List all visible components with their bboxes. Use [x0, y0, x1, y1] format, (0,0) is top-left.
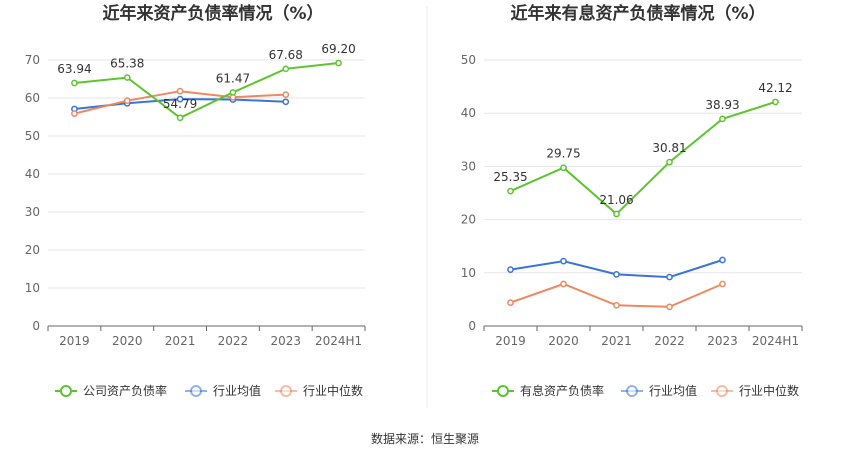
data-label: 61.47 — [216, 71, 250, 85]
data-label: 54.79 — [163, 97, 197, 111]
data-point — [560, 164, 567, 172]
data-point — [719, 256, 726, 264]
data-point — [335, 59, 342, 67]
y-tick-label: 30 — [461, 159, 476, 173]
data-label: 25.35 — [493, 170, 527, 184]
x-tick-label: 2023 — [707, 334, 738, 348]
data-label: 69.20 — [321, 42, 355, 56]
y-tick-label: 20 — [25, 243, 40, 257]
data-point — [176, 95, 184, 103]
data-label: 30.81 — [652, 141, 686, 155]
data-point — [666, 273, 673, 281]
data-point — [772, 98, 779, 106]
legend-swatch-marker — [497, 385, 509, 397]
legend-item: 公司资产负债率 — [55, 383, 167, 398]
data-label: 42.12 — [758, 81, 792, 95]
data-point — [560, 280, 567, 288]
data-point — [282, 98, 290, 106]
data-point — [176, 114, 184, 122]
legend-item: 有息资产负债率 — [492, 383, 604, 398]
legend-swatch-marker — [190, 385, 202, 397]
data-point — [666, 158, 673, 166]
x-tick-label: 2021 — [165, 334, 196, 348]
y-tick-label: 0 — [32, 319, 40, 333]
legend-label: 行业中位数 — [303, 383, 363, 398]
y-tick-label: 40 — [25, 167, 40, 181]
data-point — [666, 303, 673, 311]
legend-swatch-marker — [626, 385, 638, 397]
data-label: 38.93 — [705, 98, 739, 112]
y-tick-label: 10 — [461, 266, 476, 280]
data-point — [507, 266, 514, 273]
legend-swatch-marker — [716, 385, 728, 397]
legend-item: 行业中位数 — [711, 383, 799, 398]
chart-interest-bearing-debt-ratio: 近年来有息资产负债率情况（%） 0 10 20 30 40 50 2019 2020 2021 2… — [461, 3, 803, 398]
data-point — [719, 280, 726, 288]
series-line-company — [74, 62, 339, 119]
data-point — [613, 210, 620, 218]
y-tick-label: 20 — [461, 213, 476, 227]
data-point — [282, 91, 290, 98]
chart-title: 近年来有息资产负债率情况（%） — [510, 3, 765, 24]
data-label: 63.94 — [57, 62, 91, 76]
legend-swatch-marker — [280, 385, 292, 397]
data-label: 21.06 — [599, 193, 633, 207]
y-tick-label: 0 — [468, 319, 476, 333]
y-tick-label: 70 — [25, 53, 40, 67]
legend-item: 行业中位数 — [275, 383, 363, 398]
legend-swatch-marker — [60, 385, 72, 397]
y-tick-label: 50 — [461, 53, 476, 67]
legend-label: 行业均值 — [649, 383, 697, 398]
x-tick-label: 2019 — [495, 334, 526, 348]
x-tick-label: 2019 — [59, 334, 90, 348]
x-tick-label: 2022 — [218, 334, 249, 348]
data-point — [176, 87, 184, 95]
legend-label: 公司资产负债率 — [83, 383, 167, 398]
source-note: 数据来源：恒生聚源 — [371, 431, 479, 446]
legend-label: 行业中位数 — [739, 383, 799, 398]
data-point — [613, 301, 620, 309]
x-tick-label: 2020 — [112, 334, 143, 348]
data-label: 65.38 — [110, 57, 144, 71]
data-point — [71, 110, 78, 117]
x-tick-label: 2024H1 — [752, 334, 799, 348]
data-point — [560, 257, 567, 265]
series-line-company — [510, 100, 776, 216]
data-point — [507, 299, 514, 306]
data-point — [507, 187, 514, 195]
legend-label: 行业均值 — [213, 383, 261, 398]
data-point — [282, 65, 290, 73]
data-point — [123, 97, 131, 105]
chart-debt-ratio: 近年来资产负债率情况（%） 0 10 20 30 40 50 60 70 2019 2020 202… — [25, 3, 366, 398]
y-tick-label: 50 — [25, 129, 40, 143]
y-tick-label: 30 — [25, 205, 40, 219]
x-tick-label: 2020 — [548, 334, 579, 348]
chart-title: 近年来资产负债率情况（%） — [102, 3, 323, 24]
data-label: 67.68 — [269, 48, 303, 62]
y-tick-label: 60 — [25, 91, 40, 105]
data-point — [613, 271, 620, 278]
legend-label: 有息资产负债率 — [520, 383, 604, 398]
x-tick-label: 2022 — [654, 334, 685, 348]
legend-item: 行业均值 — [621, 383, 697, 398]
legend-item: 行业均值 — [185, 383, 261, 398]
data-label: 29.75 — [546, 147, 580, 161]
y-tick-label: 10 — [25, 281, 40, 295]
data-point — [123, 74, 131, 81]
x-tick-label: 2024H1 — [315, 334, 362, 348]
y-tick-label: 40 — [461, 106, 476, 120]
data-point — [229, 89, 237, 96]
x-tick-label: 2021 — [601, 334, 632, 348]
data-point — [71, 79, 78, 87]
x-tick-label: 2023 — [270, 334, 301, 348]
data-point — [719, 115, 726, 123]
